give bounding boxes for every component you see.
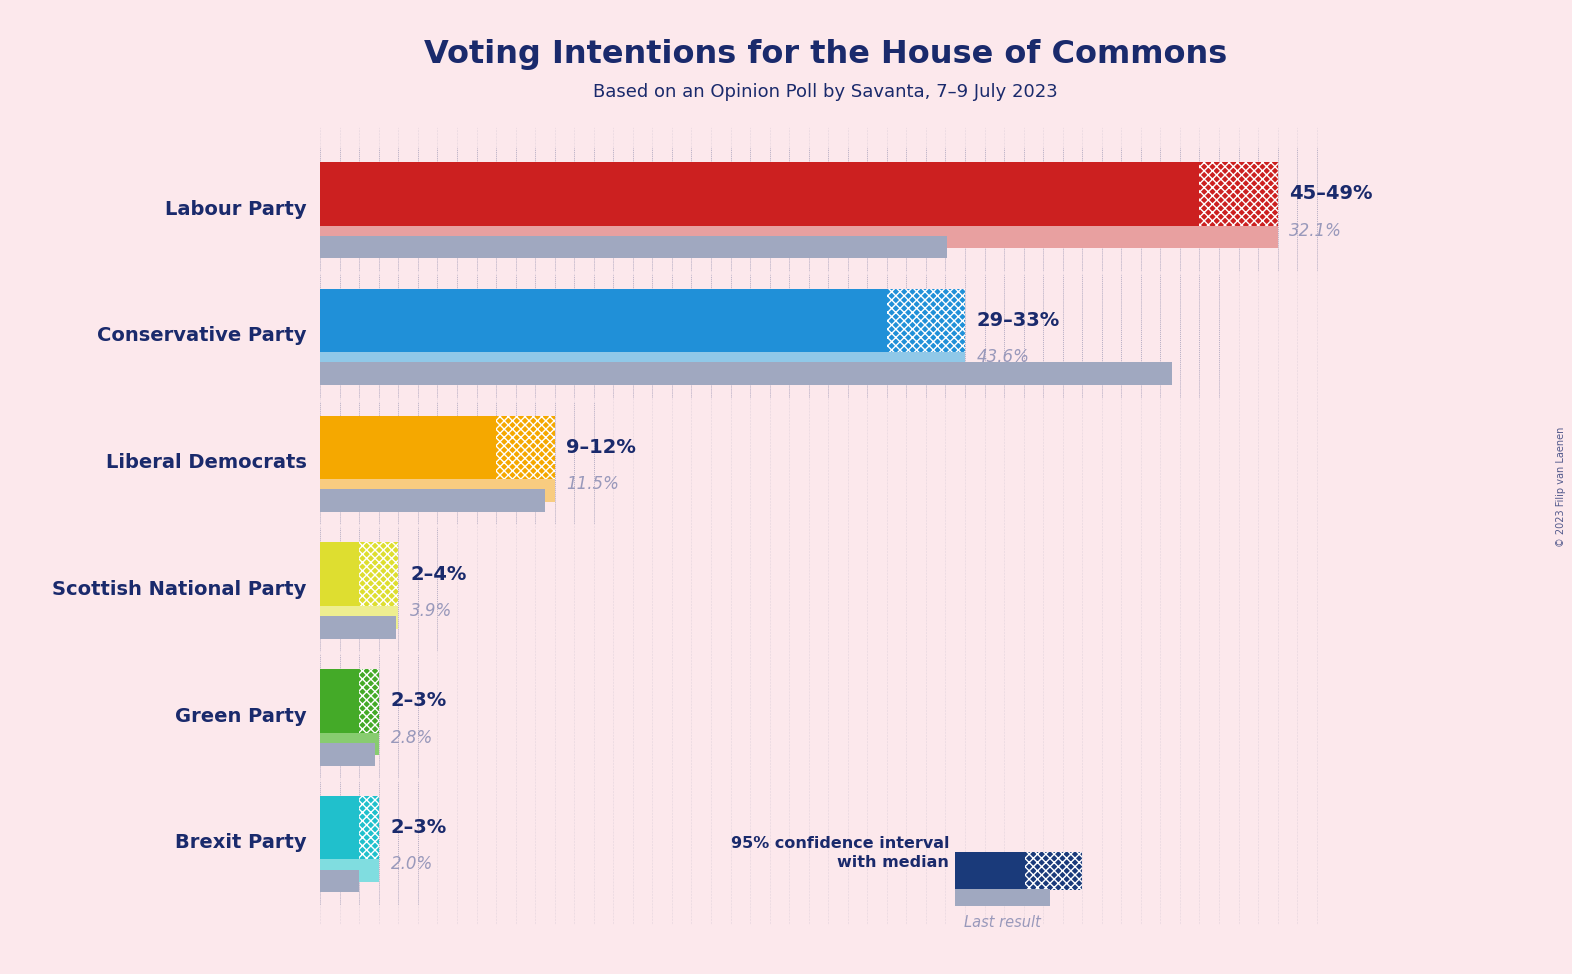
Bar — [321, 669, 360, 732]
Text: 9–12%: 9–12% — [566, 438, 637, 457]
Text: Brexit Party: Brexit Party — [174, 834, 307, 852]
Bar — [321, 743, 376, 766]
Text: 95% confidence interval
with median: 95% confidence interval with median — [731, 836, 949, 871]
Bar — [321, 616, 396, 639]
Text: 29–33%: 29–33% — [976, 311, 1060, 330]
Text: Liberal Democrats: Liberal Democrats — [105, 453, 307, 472]
Bar — [321, 289, 887, 353]
Bar — [321, 796, 360, 859]
Text: 45–49%: 45–49% — [1289, 184, 1372, 204]
Bar — [321, 846, 379, 882]
Bar — [956, 888, 1050, 906]
Text: Voting Intentions for the House of Commons: Voting Intentions for the House of Commo… — [424, 39, 1226, 70]
Text: 2.8%: 2.8% — [390, 729, 432, 747]
Bar — [887, 289, 965, 353]
Text: Scottish National Party: Scottish National Party — [52, 580, 307, 599]
Bar — [360, 796, 379, 859]
Bar — [321, 543, 360, 606]
Text: 2–4%: 2–4% — [410, 565, 467, 583]
Bar — [321, 593, 398, 628]
Text: 2–3%: 2–3% — [390, 818, 446, 838]
Bar — [360, 669, 379, 732]
Bar — [321, 416, 497, 479]
Bar — [321, 870, 360, 892]
Bar — [321, 489, 545, 512]
Bar — [321, 362, 1173, 386]
Bar — [360, 543, 398, 606]
Bar — [321, 720, 379, 756]
Text: 3.9%: 3.9% — [410, 602, 453, 619]
Bar — [1025, 852, 1082, 890]
Bar — [956, 852, 1025, 890]
Text: 2–3%: 2–3% — [390, 692, 446, 710]
Text: 32.1%: 32.1% — [1289, 221, 1342, 240]
Text: Last result: Last result — [964, 916, 1041, 930]
Text: Labour Party: Labour Party — [165, 200, 307, 218]
Bar — [321, 213, 1278, 248]
Bar — [321, 340, 965, 375]
Text: Conservative Party: Conservative Party — [97, 326, 307, 346]
Bar — [321, 467, 555, 502]
Text: © 2023 Filip van Laenen: © 2023 Filip van Laenen — [1556, 427, 1566, 547]
Bar — [321, 236, 948, 258]
Bar — [1199, 162, 1278, 226]
Text: 11.5%: 11.5% — [566, 475, 619, 493]
Bar — [497, 416, 555, 479]
Text: Based on an Opinion Poll by Savanta, 7–9 July 2023: Based on an Opinion Poll by Savanta, 7–9… — [593, 83, 1058, 100]
Text: Green Party: Green Party — [174, 706, 307, 726]
Text: 2.0%: 2.0% — [390, 855, 432, 874]
Text: 43.6%: 43.6% — [976, 349, 1030, 366]
Bar — [321, 162, 1199, 226]
